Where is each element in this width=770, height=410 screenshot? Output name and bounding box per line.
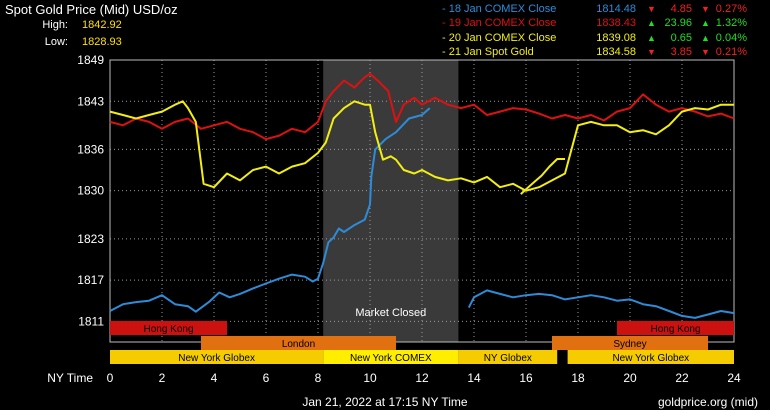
legend-pct-21jan: 0.21% (716, 46, 747, 58)
plot-border (109, 59, 735, 343)
legend-pct-arrow-20jan: ▲ (701, 33, 710, 43)
legend-change-19jan: 23.96 (664, 17, 692, 29)
y-tick-label: 1830 (77, 184, 104, 198)
footer-timestamp: Jan 21, 2022 at 17:15 NY Time (302, 395, 468, 409)
session-label: Hong Kong (650, 324, 700, 335)
x-tick-label: 22 (675, 371, 689, 385)
low-label: Low: (45, 36, 68, 48)
legend-pct-arrow-21jan: ▼ (701, 47, 710, 57)
session-label: New York Globex (178, 353, 255, 364)
y-tick-label: 1843 (77, 94, 104, 108)
series-line-3 (520, 158, 565, 195)
footer-source: goldprice.org (mid) (658, 395, 758, 409)
x-tick-label: 18 (571, 371, 585, 385)
session-label: Sydney (613, 339, 646, 350)
x-tick-label: 24 (727, 371, 741, 385)
y-tick-label: 1811 (78, 314, 104, 328)
legend-label-18jan: - 18 Jan COMEX Close (442, 3, 556, 15)
legend-change-18jan: 4.85 (671, 3, 692, 15)
legend-pct-arrow-18jan: ▼ (701, 4, 710, 14)
session-label: New York COMEX (350, 353, 432, 364)
session-bar (552, 336, 708, 350)
session-bar (201, 336, 396, 350)
session-label: New York Globex (612, 353, 689, 364)
legend-pct-19jan: 1.32% (716, 17, 747, 29)
session-label: NY Globex (484, 353, 532, 364)
x-tick-label: 0 (107, 371, 114, 385)
y-tick-label: 1823 (77, 232, 104, 246)
x-tick-label: 12 (415, 371, 429, 385)
legend-arrow-20jan: ▲ (647, 33, 656, 43)
plot-area: Hong Kong Hong Kong London Sydney New York G… (77, 53, 741, 385)
x-tick-label: 10 (363, 371, 377, 385)
x-tick-label: 20 (623, 371, 637, 385)
session-bar (458, 350, 558, 364)
y-tick-label: 1849 (77, 53, 104, 67)
legend-pct-18jan: 0.27% (716, 3, 747, 15)
legend-label-19jan: - 19 Jan COMEX Close (442, 17, 556, 29)
session-bar (110, 321, 227, 335)
legend-arrow-18jan: ▼ (647, 4, 656, 14)
x-tick-label: 6 (263, 371, 270, 385)
session-bar (567, 350, 734, 364)
market-closed-label: Market Closed (355, 307, 426, 319)
legend-change-21jan: 3.85 (671, 46, 692, 58)
x-tick-label: 2 (159, 371, 166, 385)
series-line-0 (109, 107, 735, 319)
session-bar (323, 350, 459, 364)
y-tick-label: 1836 (77, 142, 104, 156)
legend-price-20jan: 1839.08 (596, 32, 636, 44)
legend-price-19jan: 1838.43 (596, 17, 636, 29)
session-label: Hong Kong (143, 324, 193, 335)
x-tick-label: 14 (467, 371, 481, 385)
session-label: London (282, 339, 315, 350)
legend-label-21jan: - 21 Jan Spot Gold (442, 46, 534, 58)
legend-price-18jan: 1814.48 (596, 3, 636, 15)
x-tick-label: 4 (211, 371, 218, 385)
legend-arrow-21jan: ▼ (647, 47, 656, 57)
legend-price-21jan: 1834.58 (596, 46, 636, 58)
legend-change-20jan: 0.65 (671, 32, 692, 44)
series-line-2 (109, 100, 734, 192)
session-bar (617, 321, 734, 335)
x-tick-label: 8 (315, 371, 322, 385)
legend-arrow-19jan: ▲ (647, 18, 656, 28)
x-axis-title: NY Time (47, 371, 93, 385)
session-bar (110, 350, 324, 364)
x-tick-label: 16 (519, 371, 533, 385)
y-tick-label: 1817 (77, 273, 104, 287)
chart-title: Spot Gold Price (Mid) USD/oz (5, 2, 178, 17)
high-value: 1842.92 (82, 19, 122, 31)
high-label: High: (42, 19, 68, 31)
series-line-1 (109, 72, 735, 141)
legend-pct-arrow-19jan: ▲ (701, 18, 710, 28)
legend: - 18 Jan COMEX Close 1814.48 ▼ 4.85 ▼ 0.… (442, 3, 747, 58)
low-value: 1828.93 (82, 36, 122, 48)
legend-label-20jan: - 20 Jan COMEX Close (442, 32, 556, 44)
legend-pct-20jan: 0.04% (716, 32, 747, 44)
